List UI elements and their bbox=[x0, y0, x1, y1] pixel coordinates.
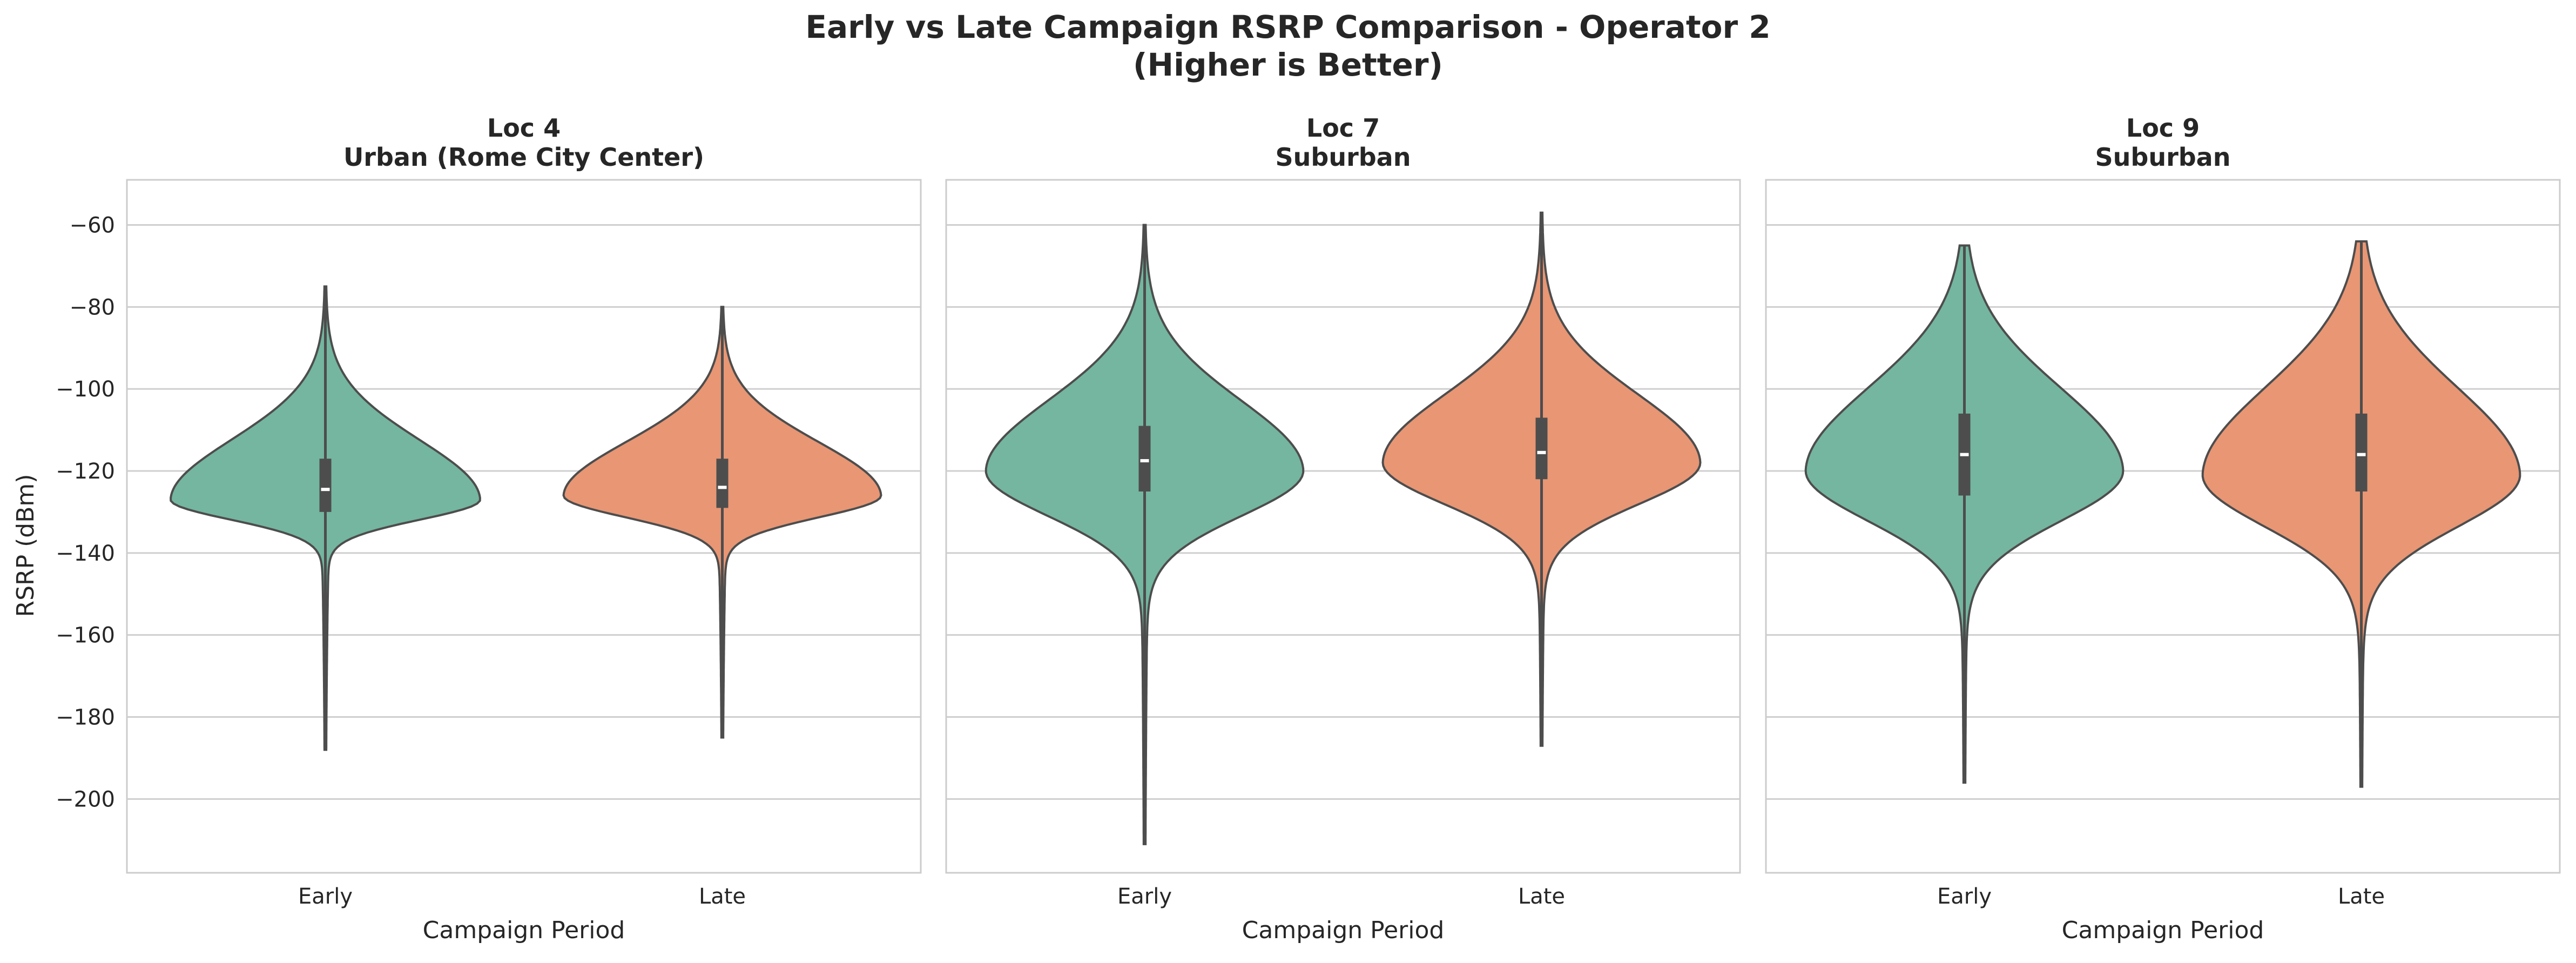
y-tick-label: −60 bbox=[70, 213, 115, 238]
panel-title-line1: Loc 9 bbox=[2126, 113, 2200, 143]
panel-title-line2: Suburban bbox=[1276, 143, 1411, 172]
x-tick-label: Late bbox=[699, 884, 746, 909]
x-tick-label: Early bbox=[1937, 884, 1992, 909]
violin-median-marker bbox=[1537, 450, 1546, 454]
x-axis-label: Campaign Period bbox=[1242, 917, 1445, 944]
y-tick-label: −100 bbox=[56, 377, 115, 402]
panel-title-line2: Urban (Rome City Center) bbox=[343, 143, 704, 172]
violin-median-marker bbox=[321, 488, 330, 491]
x-axis-label: Campaign Period bbox=[423, 917, 625, 944]
plot-frame bbox=[1765, 179, 2561, 874]
x-tick-label: Early bbox=[1117, 884, 1172, 909]
panel-title-line1: Loc 7 bbox=[1306, 113, 1380, 143]
panel-title-line2: Suburban bbox=[2095, 143, 2231, 172]
violin-median-marker bbox=[1140, 459, 1149, 463]
x-tick-label: Early bbox=[298, 884, 353, 909]
figure-title-line1: Early vs Late Campaign RSRP Comparison -… bbox=[805, 9, 1770, 45]
x-tick-label: Late bbox=[1518, 884, 1565, 909]
panel-title-line1: Loc 4 bbox=[487, 113, 561, 143]
plot-frame bbox=[945, 179, 1741, 874]
y-axis-label: RSRP (dBm) bbox=[12, 474, 39, 617]
violin-median-marker bbox=[2357, 453, 2366, 456]
figure-title-line2: (Higher is Better) bbox=[1133, 46, 1443, 83]
violin-median-marker bbox=[718, 486, 727, 489]
y-tick-label: −140 bbox=[56, 541, 115, 566]
panel-1: −60 −80 −100 −120 −140 −160 −180 −200 Loc 4Urban… bbox=[56, 113, 922, 944]
y-tick-label: −120 bbox=[56, 459, 115, 484]
plot-frame bbox=[126, 179, 922, 874]
y-tick-label: −200 bbox=[56, 787, 115, 812]
panels: −60 −80 −100 −120 −140 −160 −180 −200 Loc 4Urban… bbox=[56, 113, 2561, 944]
x-tick-label: Late bbox=[2338, 884, 2385, 909]
violin-median-marker bbox=[1960, 453, 1969, 456]
y-tick-label: −180 bbox=[56, 705, 115, 730]
y-tick-label: −80 bbox=[70, 295, 115, 320]
x-axis-label: Campaign Period bbox=[2062, 917, 2264, 944]
y-tick-label: −160 bbox=[56, 623, 115, 648]
